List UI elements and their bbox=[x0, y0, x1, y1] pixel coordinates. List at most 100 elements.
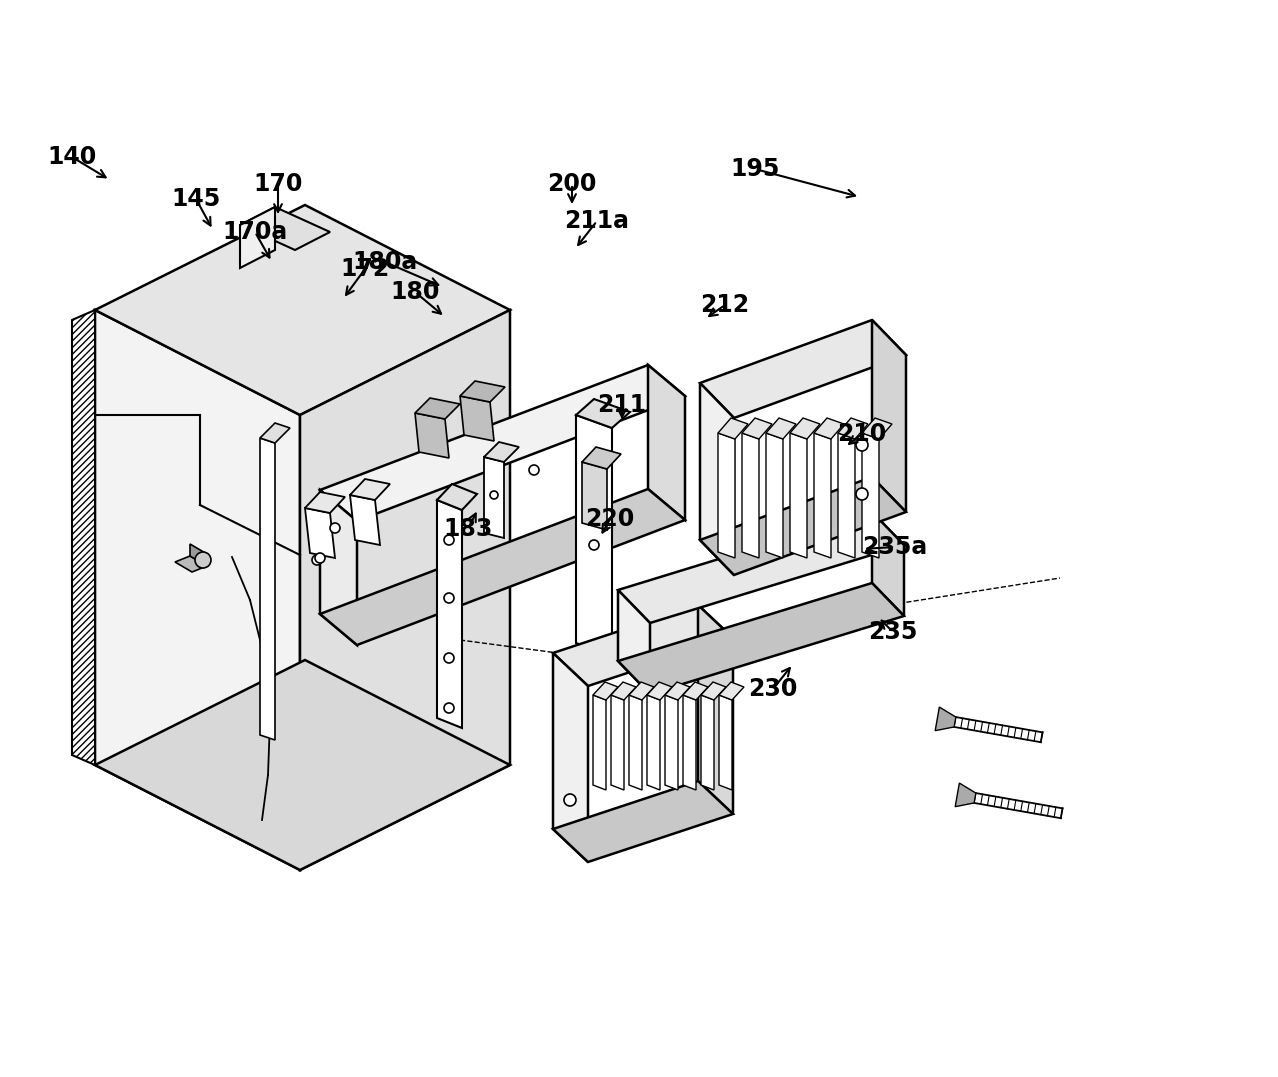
Polygon shape bbox=[350, 495, 380, 545]
Polygon shape bbox=[702, 695, 714, 791]
Polygon shape bbox=[190, 544, 207, 567]
Polygon shape bbox=[95, 660, 510, 870]
Polygon shape bbox=[665, 695, 679, 791]
Polygon shape bbox=[576, 415, 612, 656]
Text: 170: 170 bbox=[253, 172, 303, 196]
Text: 170a: 170a bbox=[222, 220, 288, 244]
Text: 145: 145 bbox=[171, 187, 221, 211]
Polygon shape bbox=[647, 682, 672, 700]
Polygon shape bbox=[460, 381, 505, 402]
Polygon shape bbox=[698, 605, 734, 814]
Polygon shape bbox=[702, 682, 726, 700]
Polygon shape bbox=[611, 695, 624, 791]
Polygon shape bbox=[305, 508, 335, 558]
Circle shape bbox=[443, 593, 454, 603]
Text: 230: 230 bbox=[749, 677, 797, 701]
Polygon shape bbox=[700, 383, 734, 575]
Circle shape bbox=[529, 465, 539, 475]
Polygon shape bbox=[629, 682, 654, 700]
Polygon shape bbox=[437, 500, 463, 728]
Text: 211: 211 bbox=[597, 393, 647, 417]
Polygon shape bbox=[743, 418, 772, 439]
Polygon shape bbox=[553, 653, 588, 862]
Text: 200: 200 bbox=[547, 172, 597, 196]
Polygon shape bbox=[581, 462, 607, 530]
Polygon shape bbox=[682, 682, 708, 700]
Polygon shape bbox=[611, 682, 636, 700]
Polygon shape bbox=[175, 556, 207, 572]
Polygon shape bbox=[415, 398, 460, 419]
Text: 140: 140 bbox=[47, 145, 97, 169]
Polygon shape bbox=[665, 682, 690, 700]
Polygon shape bbox=[460, 396, 495, 440]
Polygon shape bbox=[838, 418, 868, 439]
Polygon shape bbox=[872, 320, 906, 512]
Polygon shape bbox=[305, 492, 345, 513]
Polygon shape bbox=[720, 682, 744, 700]
Text: 172: 172 bbox=[340, 257, 390, 281]
Polygon shape bbox=[790, 418, 820, 439]
Polygon shape bbox=[766, 433, 783, 558]
Circle shape bbox=[312, 555, 322, 565]
Polygon shape bbox=[814, 433, 831, 558]
Polygon shape bbox=[320, 365, 685, 521]
Polygon shape bbox=[259, 438, 275, 740]
Polygon shape bbox=[437, 484, 477, 510]
Circle shape bbox=[443, 535, 454, 545]
Polygon shape bbox=[553, 605, 734, 686]
Text: 211a: 211a bbox=[565, 209, 630, 233]
Polygon shape bbox=[484, 442, 519, 462]
Polygon shape bbox=[648, 365, 685, 520]
Polygon shape bbox=[682, 695, 697, 791]
Text: 212: 212 bbox=[700, 293, 750, 317]
Polygon shape bbox=[861, 418, 892, 439]
Polygon shape bbox=[790, 433, 806, 558]
Circle shape bbox=[196, 553, 211, 568]
Polygon shape bbox=[619, 583, 904, 694]
Text: 210: 210 bbox=[837, 422, 887, 446]
Circle shape bbox=[330, 523, 340, 533]
Polygon shape bbox=[95, 205, 510, 415]
Polygon shape bbox=[814, 418, 843, 439]
Polygon shape bbox=[95, 310, 300, 870]
Circle shape bbox=[314, 553, 325, 563]
Polygon shape bbox=[320, 490, 357, 645]
Text: 235: 235 bbox=[868, 620, 918, 644]
Text: 180: 180 bbox=[390, 280, 440, 304]
Circle shape bbox=[443, 653, 454, 663]
Polygon shape bbox=[415, 412, 449, 458]
Polygon shape bbox=[718, 418, 748, 439]
Polygon shape bbox=[619, 590, 651, 694]
Circle shape bbox=[589, 540, 599, 550]
Polygon shape bbox=[720, 695, 732, 791]
Polygon shape bbox=[72, 310, 95, 765]
Polygon shape bbox=[743, 433, 759, 558]
Text: 235a: 235a bbox=[863, 535, 928, 559]
Polygon shape bbox=[629, 695, 642, 791]
Polygon shape bbox=[935, 708, 956, 730]
Polygon shape bbox=[240, 207, 275, 268]
Polygon shape bbox=[300, 310, 510, 870]
Polygon shape bbox=[581, 447, 621, 468]
Polygon shape bbox=[240, 207, 330, 250]
Polygon shape bbox=[766, 418, 796, 439]
Polygon shape bbox=[593, 695, 606, 791]
Circle shape bbox=[489, 491, 498, 499]
Polygon shape bbox=[484, 457, 504, 538]
Polygon shape bbox=[259, 423, 290, 443]
Circle shape bbox=[856, 488, 868, 500]
Polygon shape bbox=[619, 512, 904, 623]
Polygon shape bbox=[593, 682, 619, 700]
Polygon shape bbox=[838, 433, 855, 558]
Polygon shape bbox=[647, 695, 659, 791]
Text: 183: 183 bbox=[443, 517, 493, 541]
Polygon shape bbox=[872, 512, 904, 616]
Circle shape bbox=[564, 794, 576, 806]
Polygon shape bbox=[700, 320, 906, 418]
Polygon shape bbox=[955, 783, 976, 807]
Polygon shape bbox=[553, 781, 734, 862]
Polygon shape bbox=[700, 477, 906, 575]
Polygon shape bbox=[320, 489, 685, 645]
Text: 180a: 180a bbox=[353, 250, 418, 274]
Circle shape bbox=[856, 439, 868, 451]
